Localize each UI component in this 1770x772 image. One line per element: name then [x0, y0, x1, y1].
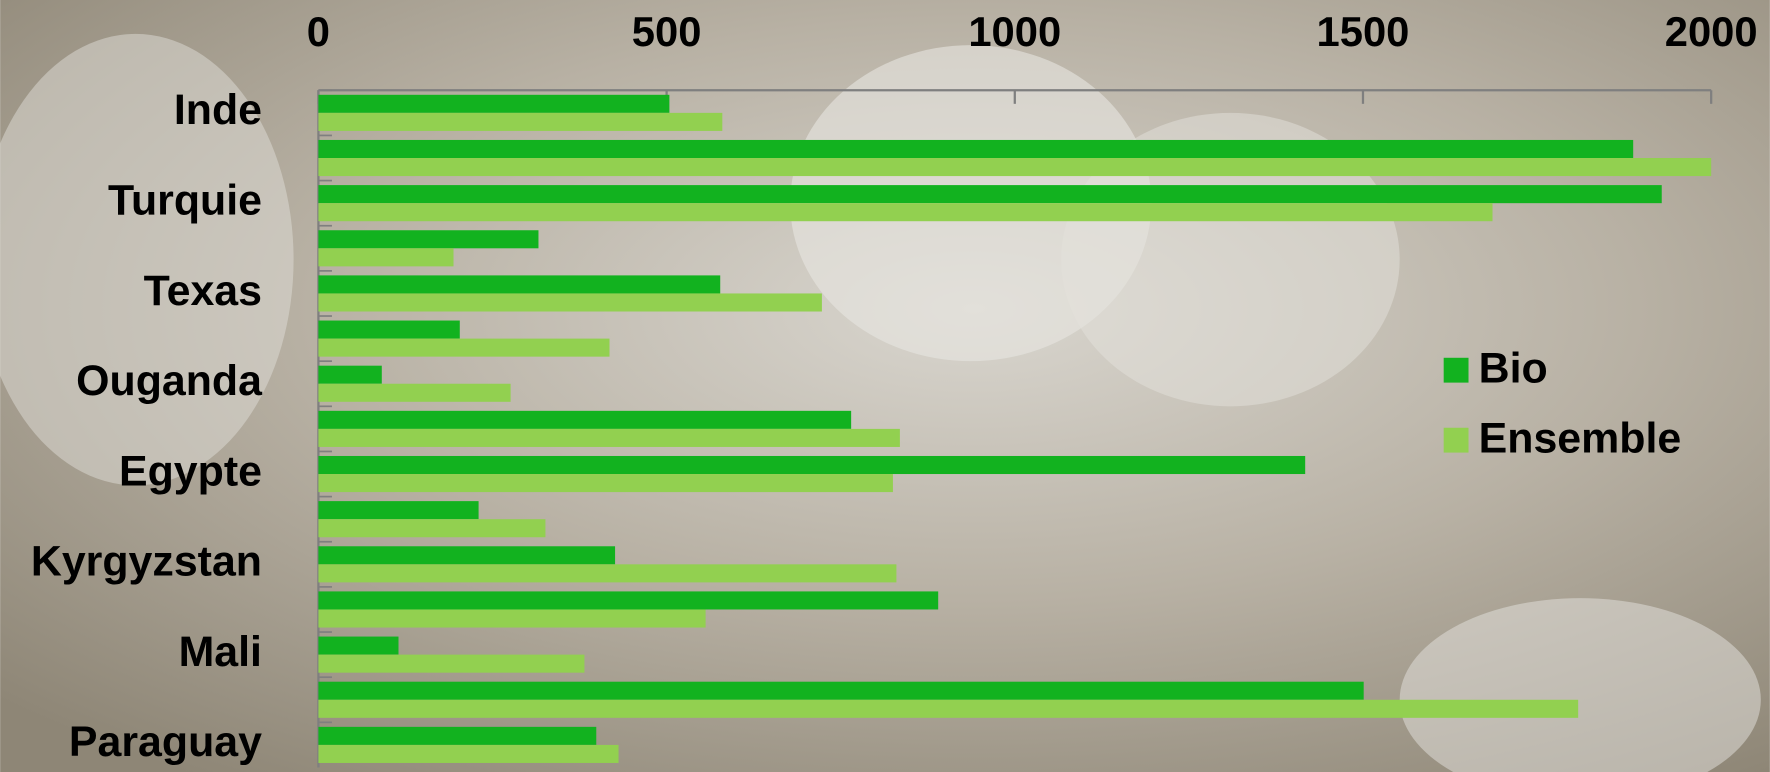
- x-tick-label: 500: [632, 8, 702, 55]
- bar: [318, 203, 1492, 221]
- bar: [318, 501, 478, 519]
- bar: [318, 411, 851, 429]
- legend-swatch: [1444, 428, 1469, 453]
- bar: [318, 519, 545, 537]
- bar: [318, 185, 1661, 203]
- y-tick-label: Egypte: [119, 447, 262, 495]
- bar: [318, 474, 893, 492]
- bar: [318, 339, 609, 357]
- legend-label: Ensemble: [1479, 415, 1682, 463]
- chart: 0 500 1000 1500 2000 Inde Turquie Texas Ouganda E…: [0, 0, 1770, 772]
- y-tick-label: Inde: [174, 86, 262, 134]
- bar: [318, 591, 938, 609]
- bar: [318, 384, 510, 402]
- bar: [318, 564, 896, 582]
- y-tick-label: Turquie: [108, 176, 262, 224]
- bar: [318, 456, 1305, 474]
- bar: [318, 113, 722, 131]
- x-tick-label: 0: [307, 8, 330, 55]
- legend-swatch: [1444, 358, 1469, 383]
- bar: [318, 637, 398, 655]
- bar: [318, 230, 538, 248]
- bar: [318, 546, 615, 564]
- bar: [318, 293, 821, 311]
- y-tick-label: Mali: [179, 628, 262, 676]
- legend-label: Bio: [1479, 345, 1548, 393]
- bar: [318, 275, 720, 293]
- bar: [318, 248, 453, 266]
- x-tick-label: 1000: [968, 8, 1061, 55]
- page: {"chart_data": {"type": "bar", "orientat…: [0, 0, 1770, 772]
- bar: [318, 655, 584, 673]
- bar: [318, 745, 618, 763]
- y-tick-label: Kyrgyzstan: [31, 538, 262, 586]
- y-tick-label: Texas: [144, 267, 262, 315]
- x-tick-label: 1500: [1317, 8, 1410, 55]
- y-tick-label: Paraguay: [69, 718, 262, 766]
- bar: [318, 609, 705, 627]
- bar: [318, 429, 899, 447]
- bar: [318, 158, 1711, 176]
- y-tick-label: Ouganda: [76, 357, 263, 405]
- bar: [318, 682, 1363, 700]
- bar: [318, 727, 596, 745]
- bar: [318, 366, 381, 384]
- bar: [318, 700, 1578, 718]
- bar: [318, 140, 1633, 158]
- bar: [318, 95, 669, 113]
- bar: [318, 321, 459, 339]
- x-tick-label: 2000: [1665, 8, 1758, 55]
